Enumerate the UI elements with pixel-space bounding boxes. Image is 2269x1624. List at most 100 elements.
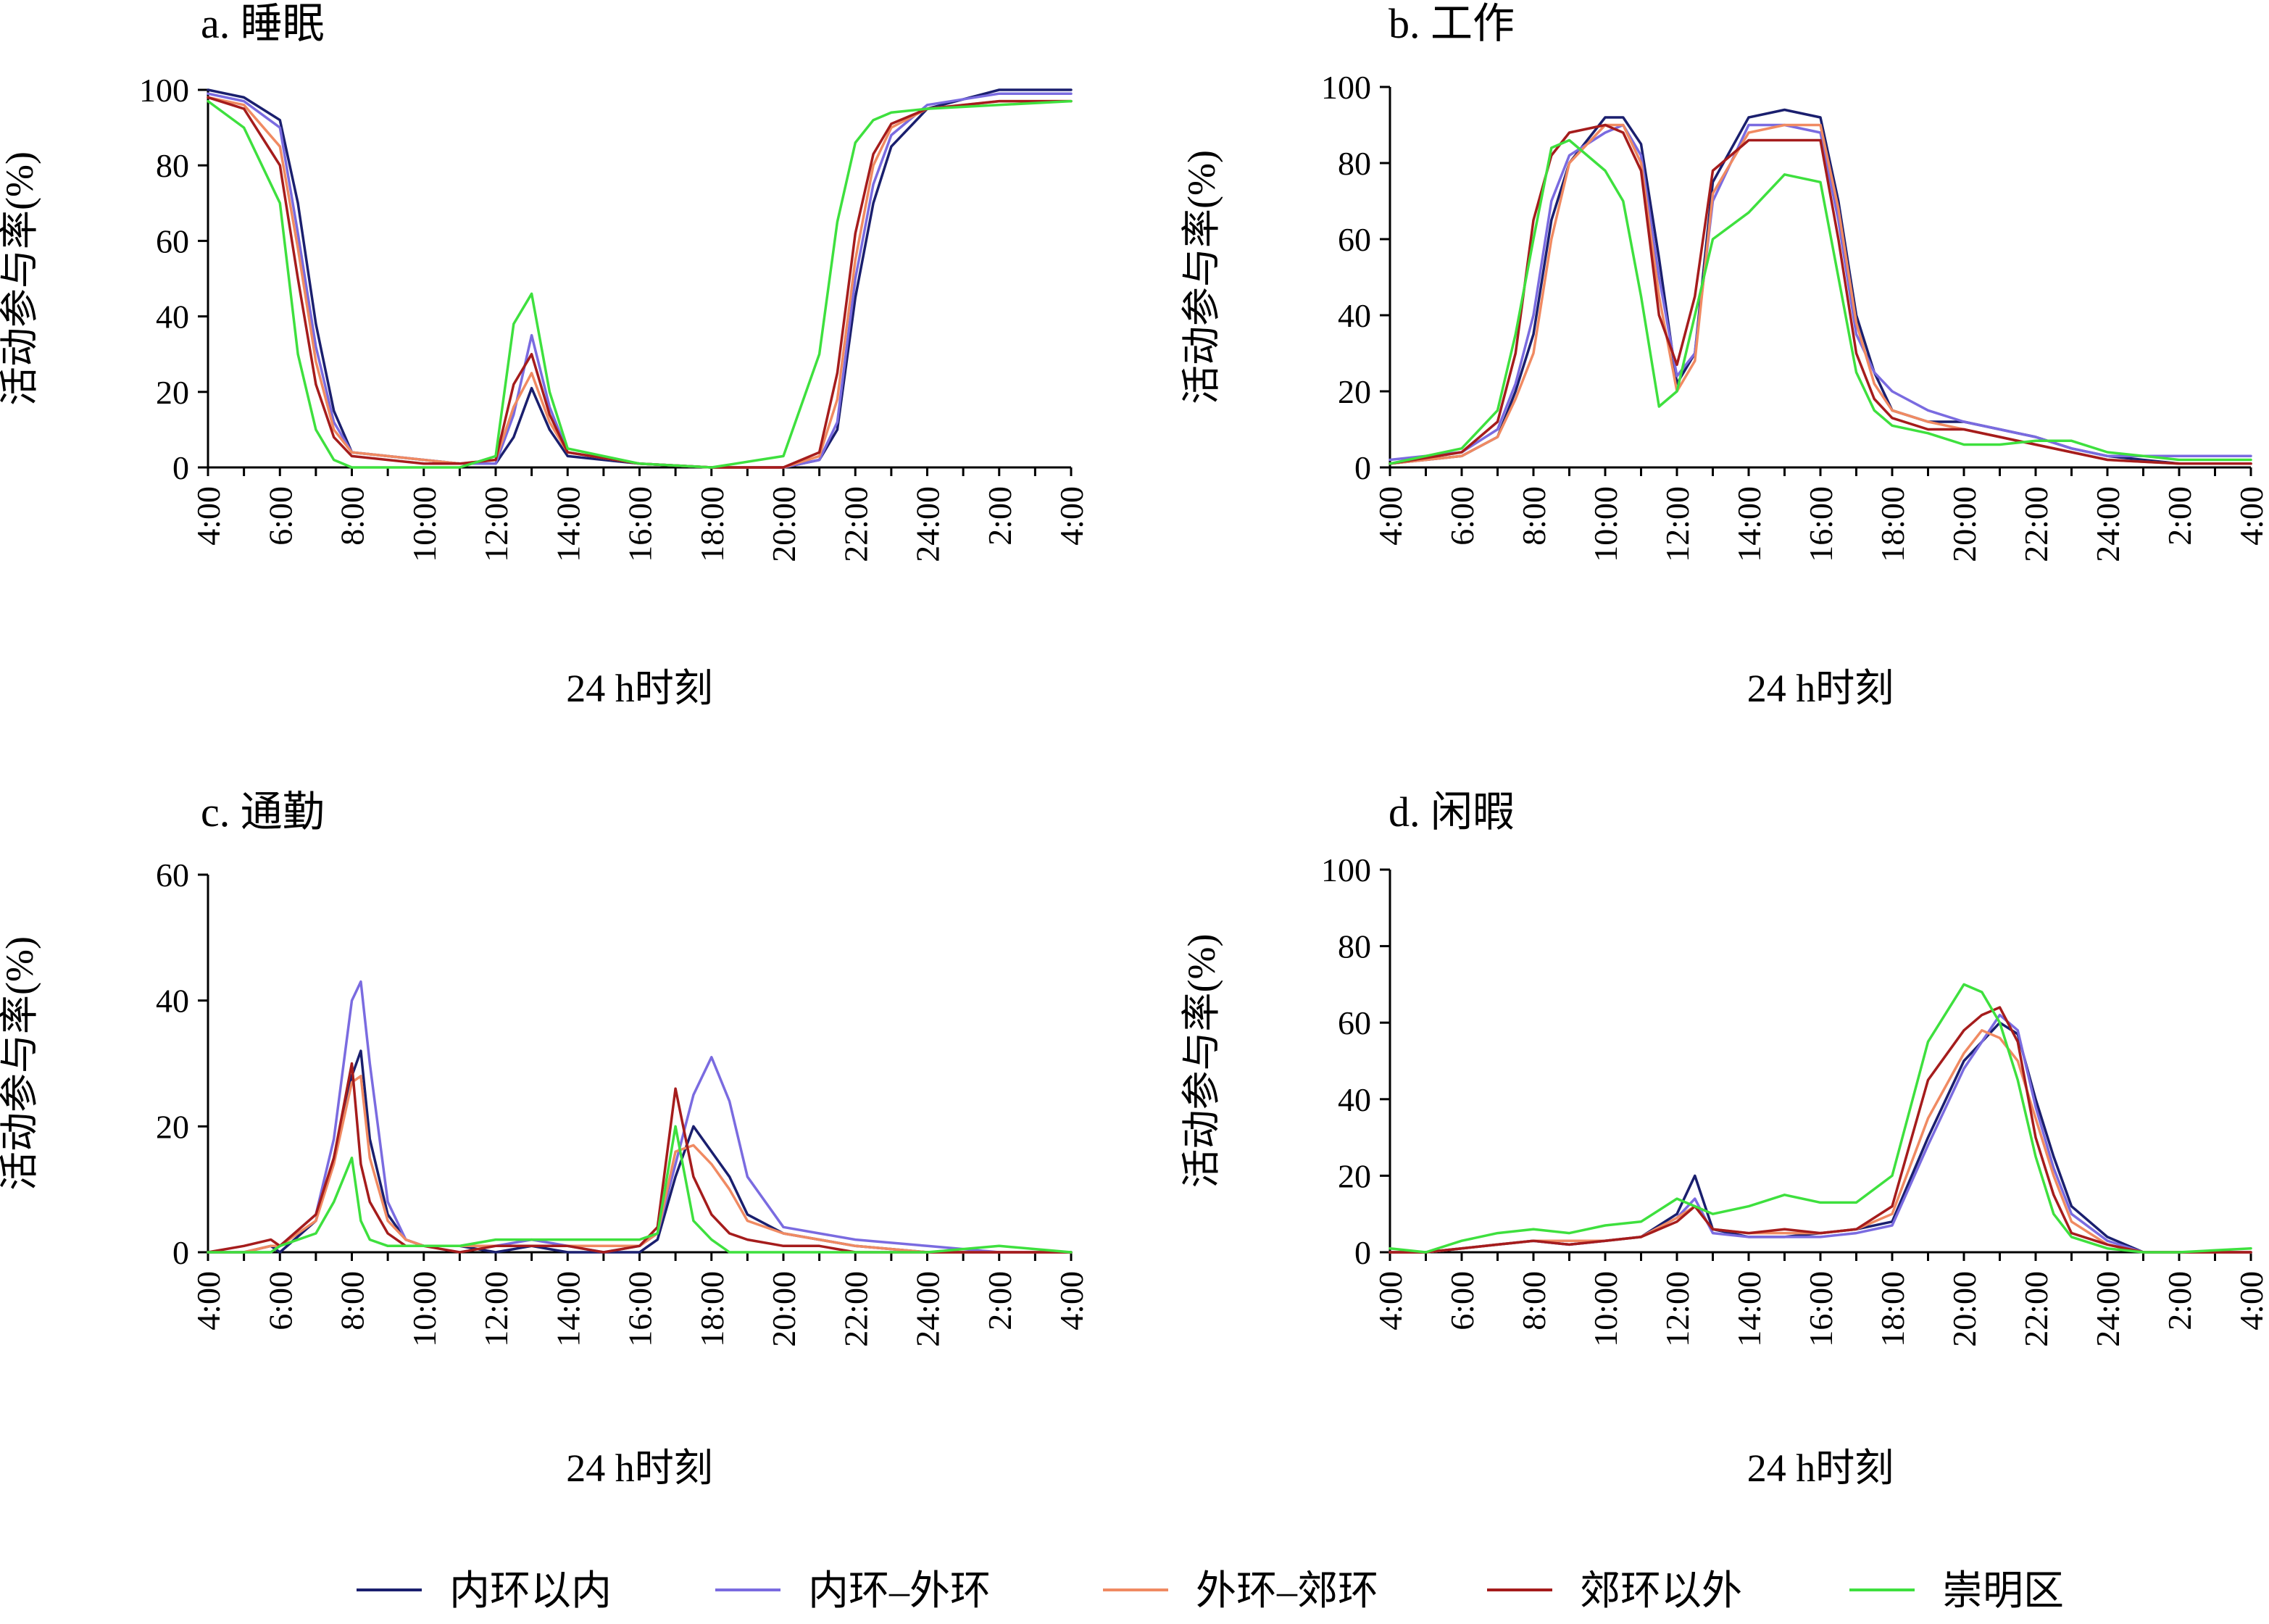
x-tick-label: 22:00 — [837, 1271, 874, 1347]
x-tick-label: 24:00 — [2089, 1271, 2126, 1347]
x-tick-label: 18:00 — [1874, 486, 1911, 562]
x-tick-label: 2:00 — [981, 1271, 1018, 1331]
y-tick-label: 100 — [1321, 69, 1371, 106]
x-tick-label: 8:00 — [1515, 486, 1552, 546]
y-tick-label: 0 — [172, 1234, 189, 1271]
x-tick-label: 16:00 — [1802, 1271, 1839, 1347]
y-tick-label: 60 — [156, 222, 189, 259]
x-tick-label: 14:00 — [1731, 1271, 1768, 1347]
x-tick-label: 2:00 — [2161, 1271, 2198, 1331]
y-tick-label: 60 — [1338, 221, 1371, 258]
y-axis-title: 活动参与率(%) — [0, 936, 41, 1191]
series-line-5 — [1389, 138, 2252, 465]
x-tick-label: 4:00 — [1053, 486, 1090, 546]
legend-item-5: 崇明区 — [1849, 1569, 2064, 1614]
y-tick-label: 60 — [1338, 1004, 1371, 1041]
legend-item-2: 内环–外环 — [715, 1569, 991, 1614]
x-tick-label: 20:00 — [1946, 486, 1983, 562]
x-tick-label: 6:00 — [262, 486, 299, 546]
chart-panel-3: c. 通勤 0 20 40 60 4:00 6:00 8:00 10:00 12:00 14:00 1… — [0, 788, 1090, 1490]
legend-item-1: 内环以内 — [357, 1569, 612, 1614]
y-tick-label: 80 — [1338, 928, 1371, 965]
x-tick-label: 4:00 — [1372, 1271, 1409, 1331]
legend-item-3: 外环–郊环 — [1103, 1569, 1378, 1614]
series-line-5 — [207, 1125, 1073, 1254]
chart-panel-1: a. 睡眠 0 20 40 60 80 100 4:00 6:00 8:00 10:00 12:00 1… — [0, 0, 1090, 710]
series-line-2 — [207, 980, 1073, 1254]
series-line-1 — [1389, 108, 2252, 465]
x-tick-label: 6:00 — [1444, 1271, 1481, 1331]
y-tick-label: 100 — [139, 72, 189, 109]
y-tick-label: 0 — [172, 449, 189, 486]
x-tick-label: 10:00 — [1587, 486, 1624, 562]
panel-title: b. 工作 — [1389, 0, 1515, 47]
x-axis-title: 24 h时刻 — [1747, 667, 1894, 710]
x-tick-label: 14:00 — [549, 486, 586, 562]
x-tick-label: 18:00 — [1874, 1271, 1911, 1347]
series-line-3 — [207, 96, 1073, 469]
series-line-4 — [207, 96, 1073, 469]
x-tick-label: 16:00 — [1802, 486, 1839, 562]
x-tick-label: 10:00 — [406, 486, 443, 562]
y-tick-label: 20 — [156, 1108, 189, 1145]
x-tick-label: 4:00 — [1372, 486, 1409, 546]
chart-panel-4: d. 闲暇 0 20 40 60 80 100 4:00 6:00 8:00 10:00 12:00 1… — [1180, 788, 2269, 1490]
x-tick-label: 22:00 — [2018, 486, 2054, 562]
x-tick-label: 12:00 — [478, 486, 515, 562]
series-line-2 — [1389, 1013, 2252, 1254]
x-tick-label: 4:00 — [190, 486, 227, 546]
x-tick-label: 24:00 — [2089, 486, 2126, 562]
series-line-2 — [207, 92, 1073, 469]
x-tick-label: 20:00 — [765, 486, 802, 562]
x-tick-label: 4:00 — [190, 1271, 227, 1331]
y-tick-label: 100 — [1321, 851, 1371, 888]
y-tick-label: 40 — [1338, 297, 1371, 334]
y-tick-label: 0 — [1354, 449, 1371, 486]
x-tick-label: 12:00 — [478, 1271, 515, 1347]
y-axis-title: 活动参与率(%) — [1180, 934, 1223, 1188]
x-tick-label: 20:00 — [765, 1271, 802, 1347]
chart-panel-2: b. 工作 0 20 40 60 80 100 4:00 6:00 8:00 10:00 12:00 1… — [1180, 0, 2269, 710]
panel-title: c. 通勤 — [201, 788, 325, 836]
x-tick-label: 6:00 — [1444, 486, 1481, 546]
x-tick-label: 24:00 — [909, 1271, 946, 1347]
legend-label: 内环以内 — [449, 1569, 612, 1614]
series-line-3 — [1389, 1029, 2252, 1254]
y-tick-label: 80 — [1338, 145, 1371, 182]
x-tick-label: 6:00 — [262, 1271, 299, 1331]
legend: 内环以内 内环–外环 外环–郊环 郊环以外 崇明区 — [357, 1569, 2064, 1614]
legend-item-4: 郊环以外 — [1487, 1569, 1742, 1614]
x-tick-label: 4:00 — [1053, 1271, 1090, 1331]
legend-label: 外环–郊环 — [1196, 1569, 1378, 1614]
legend-label: 内环–外环 — [808, 1569, 991, 1614]
x-tick-label: 16:00 — [622, 1271, 659, 1347]
x-tick-label: 18:00 — [694, 1271, 730, 1347]
x-tick-label: 24:00 — [909, 486, 946, 562]
series-line-3 — [1389, 123, 2252, 465]
y-axis-title: 活动参与率(%) — [0, 151, 41, 406]
y-tick-label: 20 — [1338, 1157, 1371, 1194]
x-tick-label: 22:00 — [837, 486, 874, 562]
x-tick-label: 4:00 — [2233, 486, 2269, 546]
x-axis-title: 24 h时刻 — [566, 667, 713, 710]
y-tick-label: 40 — [156, 299, 189, 336]
x-tick-label: 4:00 — [2233, 1271, 2269, 1331]
series-line-4 — [207, 1062, 1073, 1254]
series-line-5 — [207, 99, 1073, 469]
y-tick-label: 80 — [156, 147, 189, 184]
legend-label: 郊环以外 — [1580, 1569, 1742, 1614]
series-line-5 — [1389, 983, 2252, 1254]
x-tick-label: 20:00 — [1946, 1271, 1983, 1347]
panel-title: a. 睡眠 — [201, 0, 325, 47]
x-tick-label: 22:00 — [2018, 1271, 2054, 1347]
x-tick-label: 16:00 — [622, 486, 659, 562]
legend-label: 崇明区 — [1942, 1569, 2064, 1614]
x-tick-label: 12:00 — [1659, 1271, 1696, 1347]
x-tick-label: 2:00 — [2161, 486, 2198, 546]
series-line-4 — [1389, 123, 2252, 465]
x-tick-label: 8:00 — [334, 1271, 371, 1331]
y-tick-label: 40 — [1338, 1081, 1371, 1118]
x-tick-label: 14:00 — [1731, 486, 1768, 562]
y-tick-label: 0 — [1354, 1234, 1371, 1271]
